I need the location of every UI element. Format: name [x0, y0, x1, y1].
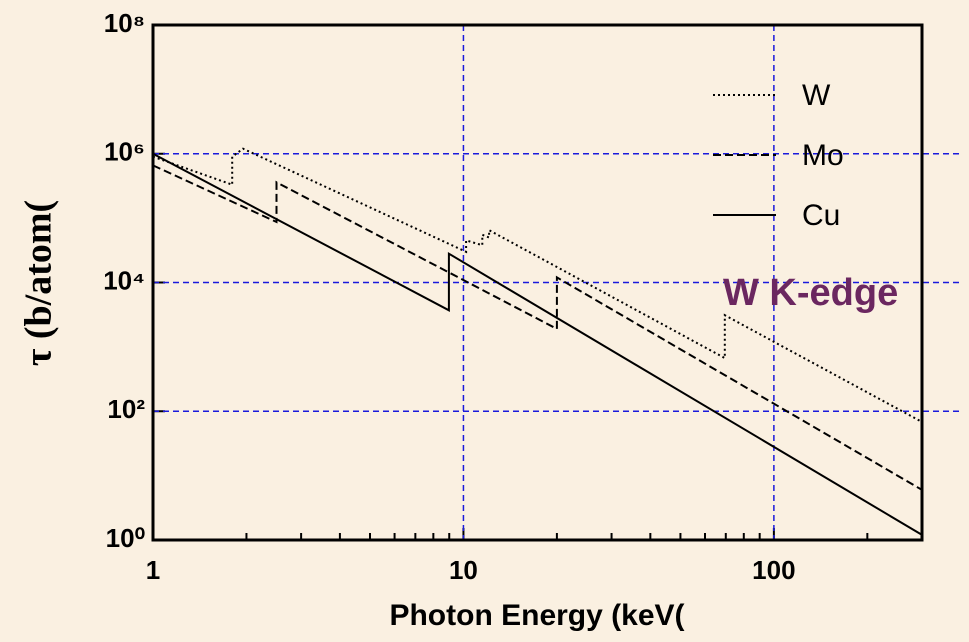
- annotation: W K-edge: [723, 272, 898, 314]
- y-axis-label: τ (b/atom(: [18, 200, 60, 366]
- y-tick-label: 10⁸: [104, 8, 145, 38]
- legend-label: W: [802, 79, 831, 112]
- y-tick-label: 10⁴: [103, 265, 145, 295]
- series-line: [152, 164, 923, 491]
- legend-label: Cu: [802, 199, 840, 232]
- x-tick-label: 10: [449, 555, 478, 585]
- y-tick-label: 10⁶: [104, 137, 145, 167]
- y-tick-label: 10²: [107, 394, 145, 424]
- y-tick-label: 10⁰: [106, 523, 145, 553]
- x-axis-label: Photon Energy (keV(: [389, 599, 684, 632]
- x-tick-label: 1: [146, 555, 160, 585]
- plot-frame: [151, 23, 924, 542]
- legend-label: Mo: [802, 139, 844, 172]
- x-tick-label: 100: [752, 555, 795, 585]
- series-line: [152, 152, 923, 536]
